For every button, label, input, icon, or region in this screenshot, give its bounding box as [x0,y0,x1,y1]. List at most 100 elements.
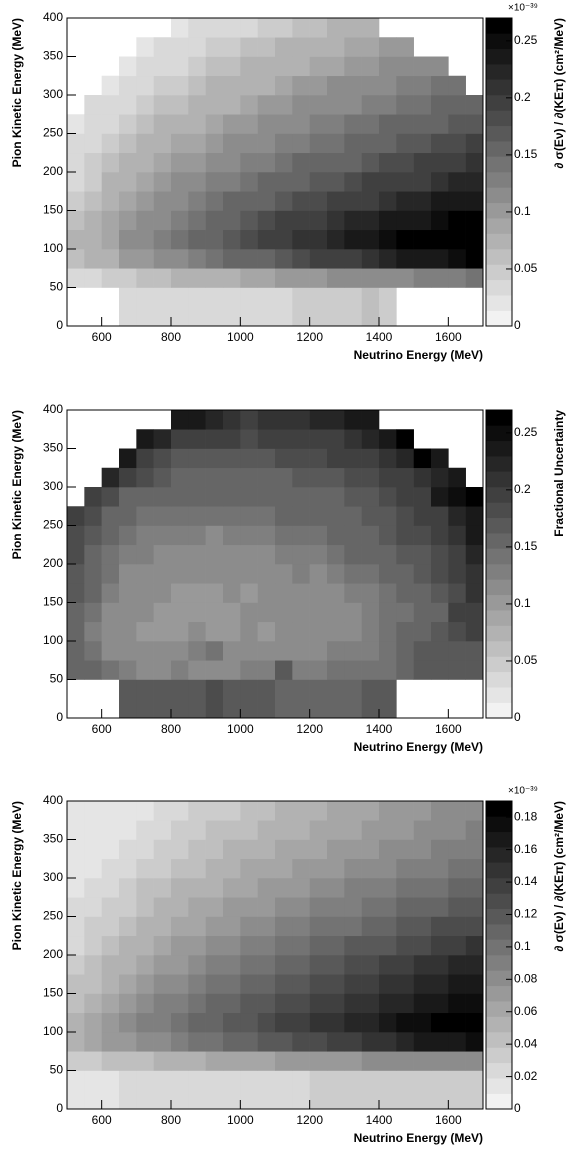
heatmap-cell [413,974,432,994]
heatmap-cell [361,152,380,173]
heatmap-cell [101,564,120,584]
heatmap-cell [171,268,189,288]
heatmap-cell [309,897,328,917]
heatmap-cell [292,467,310,488]
heatmap-cell [413,1012,432,1033]
heatmap-cell [448,191,466,211]
heatmap-cell [396,95,414,115]
heatmap-cell [101,114,120,134]
heatmap-cell [413,1070,432,1110]
heatmap-cell [136,114,154,134]
heatmap-cell [67,114,85,134]
heatmap-cell [240,410,258,430]
heatmap-cell [379,191,397,211]
heatmap-cell [379,56,397,77]
heatmap-cell [119,679,137,719]
heatmap-cell [171,858,189,879]
heatmap-cell [101,75,120,96]
heatmap-cell [413,801,432,821]
heatmap-cell [257,410,276,430]
heatmap-cell [309,641,328,661]
colorbar-swatch [486,410,512,426]
y-tick-label: 50 [50,672,64,686]
heatmap-cell [205,641,224,661]
y-tick-label: 0 [56,318,63,332]
heatmap-cell [361,75,380,96]
heatmap-cell [292,839,310,860]
heatmap-cell [153,660,172,680]
heatmap-cell [431,75,449,96]
heatmap-cell [153,1032,172,1052]
heatmap-cell [327,410,345,430]
heatmap-cell [327,1051,345,1071]
y-tick-label: 300 [43,479,63,493]
heatmap-cell [205,839,224,860]
heatmap-cell [153,467,172,488]
heatmap-cell [448,487,466,507]
heatmap-cell [119,152,137,173]
heatmap-cell [344,544,362,565]
heatmap-cell [275,467,293,488]
heatmap-cell [379,602,397,623]
heatmap-cell [119,467,137,488]
heatmap-cell [448,839,466,860]
heatmap-cell [188,641,206,661]
heatmap-cell [257,993,276,1014]
heatmap-cell [257,268,276,288]
heatmap-cell [275,56,293,77]
heatmap-cell [448,544,466,565]
colorbar-swatch [486,533,512,549]
heatmap-cell [361,487,380,507]
heatmap-cell [188,506,206,526]
heatmap-cell [84,641,102,661]
heatmap-cell [465,544,484,565]
heatmap-cell [327,897,345,917]
heatmap-cell [327,487,345,507]
heatmap-cell [67,191,85,211]
heatmap-cell [275,974,293,994]
heatmap-cell [379,935,397,956]
heatmap-cell [327,974,345,994]
heatmap-cell [153,172,172,192]
heatmap-cell [344,602,362,623]
heatmap-cell [240,583,258,603]
heatmap-cell [413,133,432,154]
heatmap-cell [119,993,137,1014]
heatmap-cell [309,287,328,327]
heatmap-cell [448,210,466,231]
colorbar-swatch [486,517,512,534]
heatmap-cell [448,229,466,250]
heatmap-cell [223,564,241,584]
heatmap-cell [379,820,397,840]
heatmap-cell [344,229,362,250]
heatmap-cell [379,114,397,134]
heatmap-cell [171,1012,189,1033]
heatmap-cell [448,172,466,192]
heatmap-cell [188,191,206,211]
heatmap-cell [379,993,397,1014]
heatmap-cell [171,679,189,719]
heatmap-cell [257,95,276,115]
colorbar-swatch [486,831,512,848]
heatmap-cell [465,583,484,603]
heatmap-cell [188,955,206,975]
colorbar-swatch [486,1093,512,1110]
heatmap-cell [413,229,432,250]
heatmap-cell [413,660,432,680]
heatmap-cell [153,679,172,719]
heatmap-cell [361,679,380,719]
heatmap-cell [171,191,189,211]
heatmap-cell [292,525,310,546]
heatmap-cell [361,564,380,584]
heatmap-cell [292,506,310,526]
heatmap-cell [327,583,345,603]
heatmap-cell [67,974,85,994]
heatmap-cell [240,191,258,211]
heatmap-cell [361,974,380,994]
heatmap-cell [188,858,206,879]
heatmap-cell [379,1070,397,1110]
heatmap-cell [327,878,345,898]
heatmap-cell [205,525,224,546]
heatmap-cell [327,448,345,469]
heatmap-cell [292,152,310,173]
